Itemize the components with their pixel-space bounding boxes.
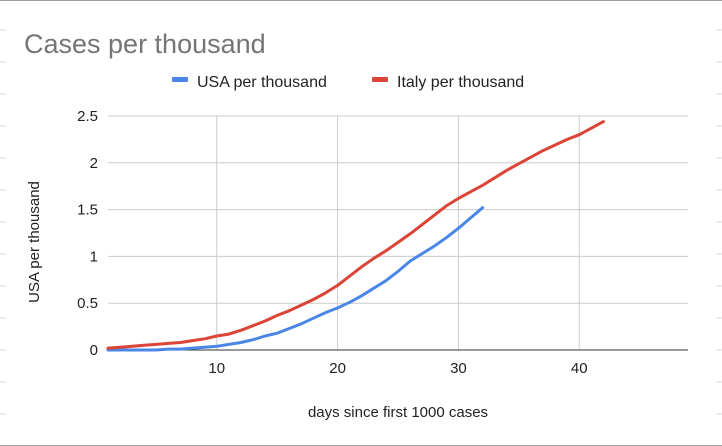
x-tick-label: 40 bbox=[571, 360, 588, 377]
legend-label: USA per thousand bbox=[197, 74, 327, 91]
x-tick-label: 10 bbox=[208, 360, 225, 377]
series-line bbox=[106, 120, 605, 350]
legend-swatch bbox=[172, 77, 188, 82]
legend-swatch bbox=[372, 77, 388, 82]
legend-label: Italy per thousand bbox=[397, 74, 524, 91]
series-line bbox=[106, 206, 485, 352]
series-lines bbox=[106, 120, 605, 352]
y-tick-label: 1 bbox=[90, 248, 98, 265]
x-axis-ticks: 10 20 30 40 bbox=[208, 360, 587, 377]
y-axis-ticks: 0 0.5 1 1.5 2 2.5 bbox=[77, 108, 98, 359]
y-tick-label: 0.5 bbox=[77, 295, 98, 312]
y-axis-title: USA per thousand bbox=[26, 181, 43, 303]
x-axis-title: days since first 1000 cases bbox=[308, 404, 488, 421]
legend: USA per thousand Italy per thousand bbox=[172, 74, 524, 91]
grid-lines bbox=[108, 115, 688, 351]
y-tick-label: 0 bbox=[90, 342, 98, 359]
edge-tick-marks bbox=[0, 29, 722, 415]
chart-title: Cases per thousand bbox=[24, 29, 266, 59]
x-tick-label: 30 bbox=[450, 360, 467, 377]
x-tick-label: 20 bbox=[329, 360, 346, 377]
y-tick-label: 2 bbox=[90, 155, 98, 172]
y-tick-label: 2.5 bbox=[77, 108, 98, 125]
y-tick-label: 1.5 bbox=[77, 202, 98, 219]
